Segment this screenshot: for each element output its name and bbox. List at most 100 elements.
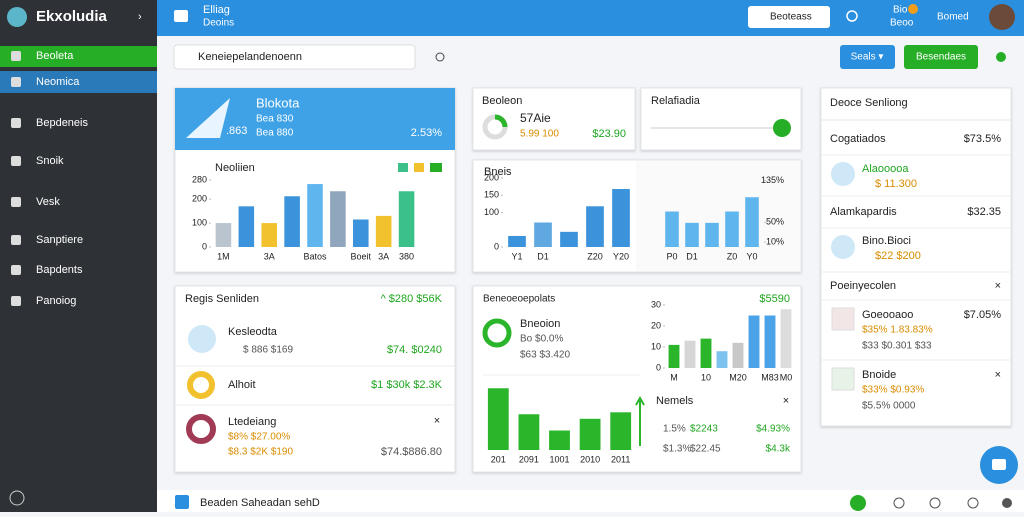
settings-icon[interactable] [9,490,25,506]
x-tick-label: Y1 [511,251,522,261]
row-label: Alamkapardis [830,206,897,218]
nav-item[interactable]: Neomica [36,76,80,88]
nav-icon [11,77,21,87]
hero-value: .863 [226,125,247,137]
avatar[interactable] [989,4,1015,30]
select-text: Seals ▾ [851,52,884,63]
x-tick-label: M [670,372,678,382]
y-tick-label: 150 [484,190,499,200]
button[interactable] [904,45,978,69]
nav-active[interactable] [0,46,157,67]
nav-item[interactable]: Bepdeneis [36,117,88,129]
top-title: Elliag [203,4,230,16]
bar [716,351,728,368]
top-search[interactable] [748,6,830,28]
legend-chip [398,163,408,172]
card [174,285,456,473]
x-tick-label: Y0 [746,251,757,261]
collapse[interactable]: › [138,11,142,23]
button-text: Besendaes [916,52,966,63]
y-tick-label: 10 [651,341,661,351]
panel-cell: $4.93% [756,424,790,435]
x-tick-label: Z20 [587,251,603,261]
x-tick-label: 201 [491,454,506,464]
avatar [831,162,855,186]
bar [610,412,632,450]
nav-item[interactable]: Sanptiere [36,234,83,246]
user-name: Bomed [937,12,969,23]
bar [705,222,719,247]
nav-item[interactable]: Snoik [36,155,64,167]
y-tick-label: 200 [192,194,207,204]
y-tick-label: 30 [651,299,661,309]
slider-title: Relafiadia [651,95,701,107]
nav-item[interactable]: Vesk [36,196,60,208]
nav-icon [11,51,21,61]
bar [549,430,570,450]
bar [668,344,680,368]
nav-item[interactable]: Beoleta [36,50,74,62]
search-field[interactable] [173,44,416,70]
right-title: Deoce Senliong [830,97,908,109]
row-sub: $8% $27.00% [228,432,290,443]
footer-action[interactable] [1002,498,1012,508]
brand: Ekxoludia [36,8,108,25]
select[interactable] [840,45,895,69]
top-subtitle: Deoins [203,18,234,29]
nav-icon [11,197,21,207]
donut-arc [494,114,508,128]
row-value: × [995,369,1001,381]
x-tick-label: 3A [378,251,389,261]
row-sub: $33% $0.93% [862,385,924,396]
bar [732,342,744,368]
row-label: Bino.Bioci [862,235,911,247]
panel-cell: $1.3% [663,444,691,455]
nav-item[interactable]: Panoiog [36,295,76,307]
bar [586,206,604,247]
footer-action[interactable] [929,497,941,509]
search-icon[interactable] [435,52,445,62]
legend-chip [430,163,442,172]
nav-selected[interactable] [0,71,157,93]
mid-sub: Bo $0.0% [520,334,563,345]
hero-line: Bea 830 [256,114,294,125]
x-tick-label: 2091 [519,454,539,464]
nav-item[interactable]: Bapdents [36,264,83,276]
close[interactable]: × [434,415,440,427]
mid-title: Beneoeoepolats [483,294,555,305]
footer-action[interactable] [893,497,905,509]
footer-action[interactable] [850,495,866,511]
x-tick-label: 3A [264,251,275,261]
search-icon[interactable] [846,10,858,22]
card [640,87,802,151]
thumb [831,307,855,331]
hero-graphic [186,98,230,138]
logo [7,7,27,27]
bar [261,223,278,247]
home-icon[interactable] [174,10,188,22]
row-value: $ 11.300 [875,178,917,190]
stat-sub: 5.99 100 [520,129,559,140]
bar [238,206,255,247]
bar [508,235,526,247]
nav-icon [11,296,21,306]
y-tick-label: 0 [202,241,207,251]
mid-total: $5590 [759,293,790,305]
close[interactable]: × [783,395,789,407]
bar [579,418,601,450]
x-tick-label: D1 [686,251,698,261]
nav-icon [11,156,21,166]
y-tick-label: 0 [656,362,661,372]
panel-bg [636,161,800,271]
hero-line: Bea 880 [256,128,294,139]
footer [157,490,1024,512]
footer-action[interactable] [967,497,979,509]
slider-knob[interactable] [773,119,791,137]
donut [187,371,215,399]
footer-text: Beaden Saheadan sehD [200,497,320,509]
row-label: Ltedeiang [228,416,276,428]
nav-icon [11,265,21,275]
panel-title: Nemels [656,395,694,407]
row-label: Alaooooa [862,163,909,175]
bar [748,315,760,368]
